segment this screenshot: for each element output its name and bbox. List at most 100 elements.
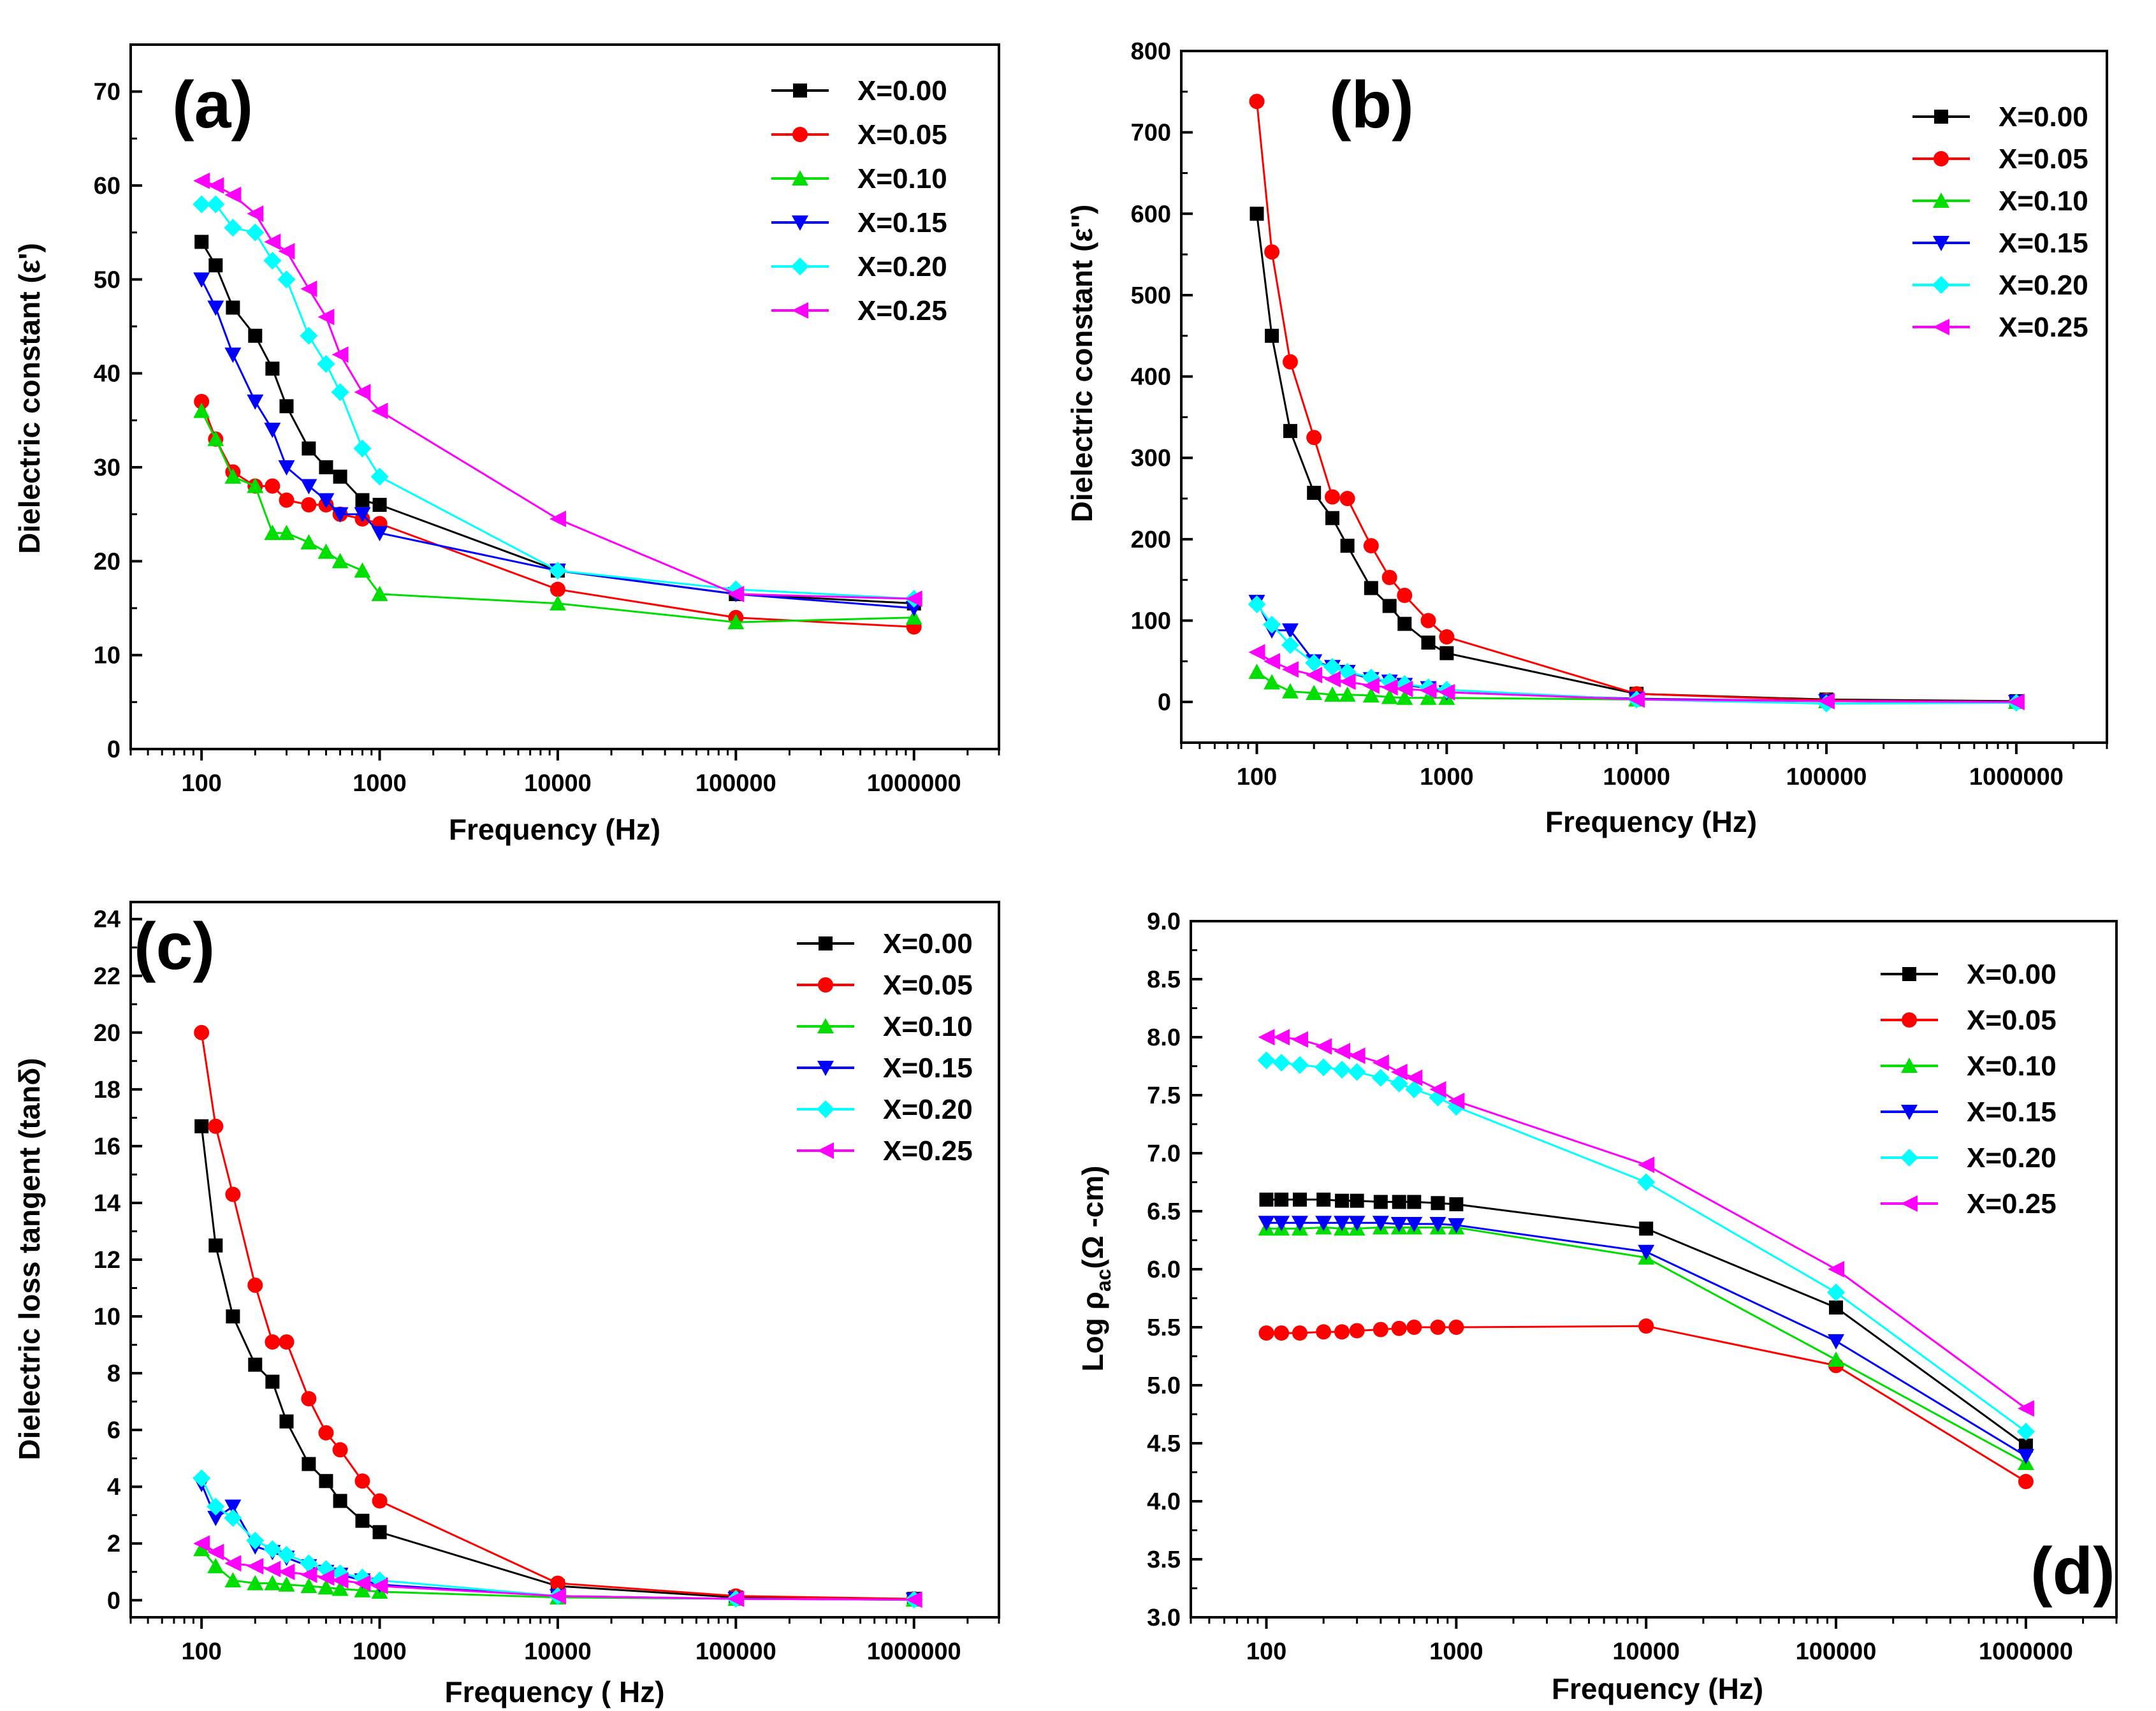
data-point — [1372, 1054, 1389, 1072]
data-point — [1397, 587, 1413, 603]
y-tick-label: 7.0 — [1147, 1140, 1181, 1167]
data-point — [319, 1474, 333, 1489]
data-point — [2017, 1400, 2034, 1417]
data-point — [1371, 1068, 1390, 1087]
data-point — [1348, 1063, 1366, 1081]
y-tick-label: 300 — [1131, 445, 1171, 472]
data-point — [355, 1513, 370, 1528]
legend-marker — [1901, 1058, 1918, 1073]
data-point — [278, 243, 295, 260]
legend-label: X=0.05 — [857, 119, 947, 150]
y-axis-label-main: Log ρ — [1076, 1292, 1109, 1372]
data-point — [1281, 636, 1299, 654]
data-point — [1283, 424, 1297, 439]
data-point — [727, 1591, 745, 1608]
data-point — [279, 492, 295, 508]
data-point — [2017, 1449, 2034, 1465]
data-point — [193, 272, 210, 288]
data-point — [1406, 1069, 1423, 1086]
data-point — [247, 1278, 263, 1293]
y-tick-label: 24 — [94, 906, 120, 933]
legend-marker — [1901, 1195, 1918, 1212]
data-point — [1281, 683, 1299, 699]
legend: X=0.00 X=0.05 X=0.10 X=0.15 X=0.20 X=0.25 — [1912, 101, 2088, 343]
data-point — [354, 562, 371, 578]
legend-label: X=0.20 — [1967, 1142, 2057, 1174]
data-point — [317, 309, 335, 326]
data-point — [333, 1494, 347, 1508]
data-point — [264, 233, 281, 251]
data-point — [1448, 1218, 1465, 1234]
data-point — [1324, 686, 1341, 702]
data-point — [207, 1511, 224, 1527]
legend-label: X=0.15 — [883, 1052, 973, 1084]
data-point — [1281, 623, 1299, 639]
legend-marker — [819, 936, 833, 950]
data-point — [1818, 692, 1835, 710]
data-point — [905, 590, 922, 608]
data-point — [372, 1525, 387, 1540]
y-tick-label: 22 — [94, 963, 120, 990]
data-point — [300, 1554, 318, 1573]
legend-marker — [1933, 319, 1949, 335]
data-point — [354, 507, 371, 523]
data-point — [1397, 616, 1412, 631]
legend-label: X=0.10 — [857, 163, 947, 194]
data-point — [194, 1024, 210, 1040]
data-point — [207, 1557, 224, 1573]
data-point — [370, 467, 389, 486]
data-point — [264, 525, 281, 541]
data-point — [1258, 1325, 1274, 1341]
data-point — [207, 300, 224, 316]
data-point — [1828, 1261, 1845, 1278]
legend-marker — [1902, 1012, 1917, 1028]
data-point — [1406, 1320, 1422, 1335]
data-point — [1291, 1031, 1308, 1048]
y-tick-label: 0 — [1158, 689, 1171, 716]
data-point — [1438, 683, 1455, 701]
y-tick-label: 400 — [1131, 364, 1171, 391]
data-point — [1420, 682, 1437, 699]
data-point — [727, 585, 745, 602]
y-tick-label: 6.0 — [1147, 1256, 1181, 1283]
data-point — [279, 1414, 294, 1429]
data-point — [278, 460, 295, 476]
legend-marker — [817, 1100, 834, 1118]
data-point — [247, 205, 264, 222]
data-point — [1281, 661, 1299, 678]
data-point — [208, 258, 223, 273]
data-point — [353, 439, 372, 458]
legend-marker — [817, 1018, 834, 1033]
y-tick-label: 5.0 — [1147, 1372, 1181, 1399]
data-point — [1420, 613, 1436, 629]
y-tick-label: 600 — [1131, 201, 1171, 228]
panel-b: 0 100 200 300 400 500 600 700 800 100 1000 10000 100… — [1065, 38, 2108, 838]
data-point — [301, 497, 317, 513]
x-tick-label: 10000 — [524, 1638, 592, 1665]
panel-label: (a) — [172, 68, 253, 142]
data-point — [264, 423, 281, 439]
data-point — [2018, 1474, 2034, 1490]
data-point — [1315, 1058, 1333, 1077]
data-point — [550, 581, 565, 597]
data-point — [1263, 615, 1281, 634]
data-point — [224, 186, 242, 203]
data-point — [247, 394, 264, 410]
data-point — [1335, 1193, 1350, 1208]
legend-label: X=0.05 — [1967, 1005, 2057, 1036]
y-tick-label: 8.0 — [1147, 1024, 1181, 1051]
data-point — [1381, 679, 1398, 696]
data-point — [549, 1587, 566, 1605]
x-tick-label: 1000000 — [1979, 1638, 2073, 1665]
data-point — [263, 251, 282, 270]
series-layer — [1257, 1029, 2035, 1490]
data-point — [1340, 539, 1355, 553]
y-tick-label: 3.5 — [1147, 1547, 1181, 1573]
y-tick-label: 800 — [1131, 38, 1171, 65]
data-point — [193, 1535, 210, 1552]
data-point — [1315, 1038, 1332, 1055]
data-point — [318, 1425, 334, 1441]
y-tick-label: 60 — [94, 173, 120, 200]
data-point — [1431, 1196, 1445, 1211]
y-tick-label: 3.0 — [1147, 1605, 1181, 1631]
